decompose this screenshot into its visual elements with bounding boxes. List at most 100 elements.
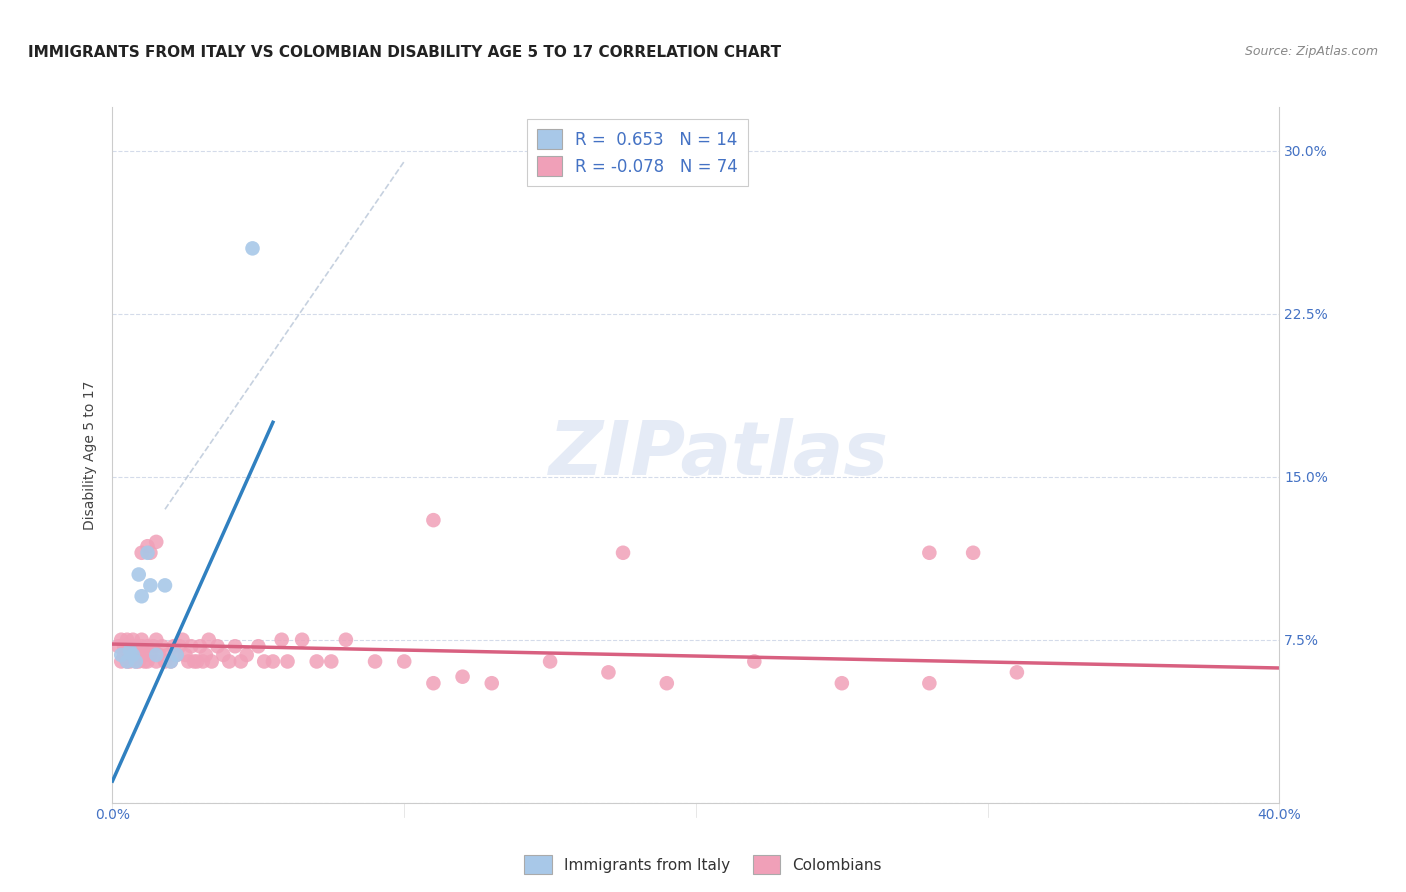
Point	[962, 546, 984, 560]
Point	[115, 655, 138, 669]
Point	[145, 648, 167, 662]
Point	[139, 648, 162, 662]
Point	[145, 632, 167, 647]
Point	[110, 648, 132, 662]
Point	[918, 546, 941, 560]
Point	[1005, 665, 1028, 680]
Point	[134, 655, 156, 669]
Point	[166, 648, 188, 662]
Point	[166, 648, 188, 662]
Point	[191, 655, 214, 669]
Point	[131, 546, 153, 560]
Point	[128, 655, 150, 669]
Point	[110, 655, 132, 669]
Point	[118, 639, 141, 653]
Point	[235, 648, 257, 662]
Point	[262, 655, 284, 669]
Text: IMMIGRANTS FROM ITALY VS COLOMBIAN DISABILITY AGE 5 TO 17 CORRELATION CHART: IMMIGRANTS FROM ITALY VS COLOMBIAN DISAB…	[28, 45, 782, 60]
Point	[183, 655, 205, 669]
Point	[180, 639, 202, 653]
Point	[125, 639, 148, 653]
Point	[112, 639, 135, 653]
Point	[270, 632, 292, 647]
Point	[422, 513, 444, 527]
Point	[742, 655, 765, 669]
Point	[598, 665, 620, 680]
Point	[612, 546, 634, 560]
Point	[394, 655, 416, 669]
Point	[918, 676, 941, 690]
Point	[422, 676, 444, 690]
Point	[125, 655, 148, 669]
Point	[305, 655, 328, 669]
Point	[122, 648, 145, 662]
Point	[194, 648, 217, 662]
Point	[115, 643, 138, 657]
Point	[150, 639, 173, 653]
Point	[128, 567, 150, 582]
Point	[186, 655, 208, 669]
Point	[160, 655, 183, 669]
Point	[229, 655, 252, 669]
Point	[451, 670, 474, 684]
Point	[136, 655, 159, 669]
Point	[136, 546, 159, 560]
Point	[142, 639, 165, 653]
Point	[131, 639, 153, 653]
Point	[139, 546, 162, 560]
Point	[148, 648, 170, 662]
Point	[481, 676, 503, 690]
Point	[172, 632, 194, 647]
Point	[364, 655, 387, 669]
Text: ZIPatlas: ZIPatlas	[550, 418, 890, 491]
Point	[188, 639, 211, 653]
Point	[321, 655, 343, 669]
Point	[207, 639, 229, 653]
Point	[160, 655, 183, 669]
Point	[247, 639, 270, 653]
Point	[131, 589, 153, 603]
Point	[112, 648, 135, 662]
Point	[291, 632, 314, 647]
Point	[242, 241, 264, 255]
Point	[136, 639, 159, 653]
Point	[163, 639, 186, 653]
Point	[174, 648, 197, 662]
Point	[110, 632, 132, 647]
Point	[655, 676, 678, 690]
Point	[153, 655, 176, 669]
Point	[107, 639, 129, 653]
Legend: Immigrants from Italy, Colombians: Immigrants from Italy, Colombians	[517, 849, 889, 880]
Point	[201, 655, 224, 669]
Point	[118, 643, 141, 657]
Point	[125, 655, 148, 669]
Point	[145, 534, 167, 549]
Point	[122, 648, 145, 662]
Point	[156, 648, 179, 662]
Point	[538, 655, 561, 669]
Point	[139, 578, 162, 592]
Point	[169, 639, 191, 653]
Point	[134, 648, 156, 662]
Point	[128, 648, 150, 662]
Point	[115, 632, 138, 647]
Y-axis label: Disability Age 5 to 17: Disability Age 5 to 17	[83, 380, 97, 530]
Point	[131, 632, 153, 647]
Point	[118, 655, 141, 669]
Text: Source: ZipAtlas.com: Source: ZipAtlas.com	[1244, 45, 1378, 58]
Point	[224, 639, 246, 653]
Point	[831, 676, 853, 690]
Point	[276, 655, 298, 669]
Point	[335, 632, 357, 647]
Point	[122, 632, 145, 647]
Point	[197, 632, 219, 647]
Point	[212, 648, 235, 662]
Point	[136, 539, 159, 553]
Point	[253, 655, 276, 669]
Point	[218, 655, 240, 669]
Point	[177, 655, 200, 669]
Legend: R =  0.653   N = 14, R = -0.078   N = 74: R = 0.653 N = 14, R = -0.078 N = 74	[527, 119, 748, 186]
Point	[145, 655, 167, 669]
Point	[115, 655, 138, 669]
Point	[153, 578, 176, 592]
